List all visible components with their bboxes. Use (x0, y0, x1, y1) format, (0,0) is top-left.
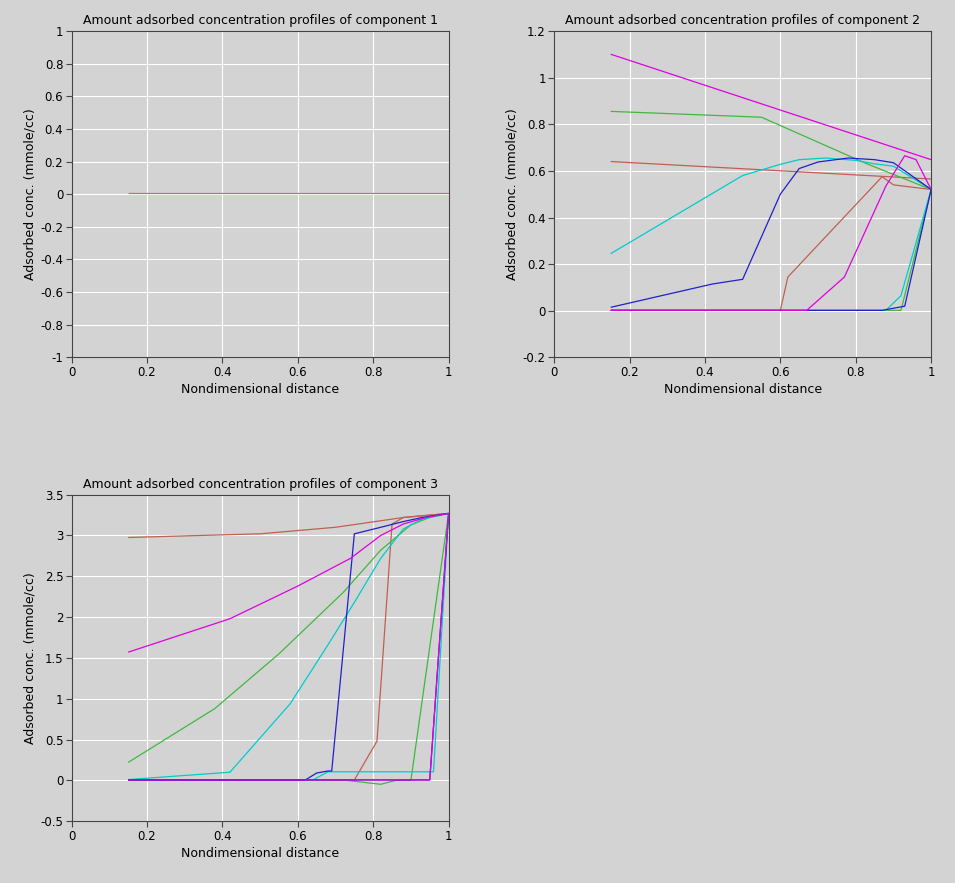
Y-axis label: Adsorbed conc. (mmole/cc): Adsorbed conc. (mmole/cc) (505, 109, 519, 280)
Title: Amount adsorbed concentration profiles of component 3: Amount adsorbed concentration profiles o… (83, 478, 437, 491)
Title: Amount adsorbed concentration profiles of component 1: Amount adsorbed concentration profiles o… (83, 14, 437, 27)
Y-axis label: Adsorbed conc. (mmole/cc): Adsorbed conc. (mmole/cc) (23, 572, 36, 743)
X-axis label: Nondimensional distance: Nondimensional distance (181, 383, 339, 396)
Title: Amount adsorbed concentration profiles of component 2: Amount adsorbed concentration profiles o… (565, 14, 920, 27)
X-axis label: Nondimensional distance: Nondimensional distance (664, 383, 821, 396)
Y-axis label: Adsorbed conc. (mmole/cc): Adsorbed conc. (mmole/cc) (23, 109, 36, 280)
X-axis label: Nondimensional distance: Nondimensional distance (181, 847, 339, 860)
